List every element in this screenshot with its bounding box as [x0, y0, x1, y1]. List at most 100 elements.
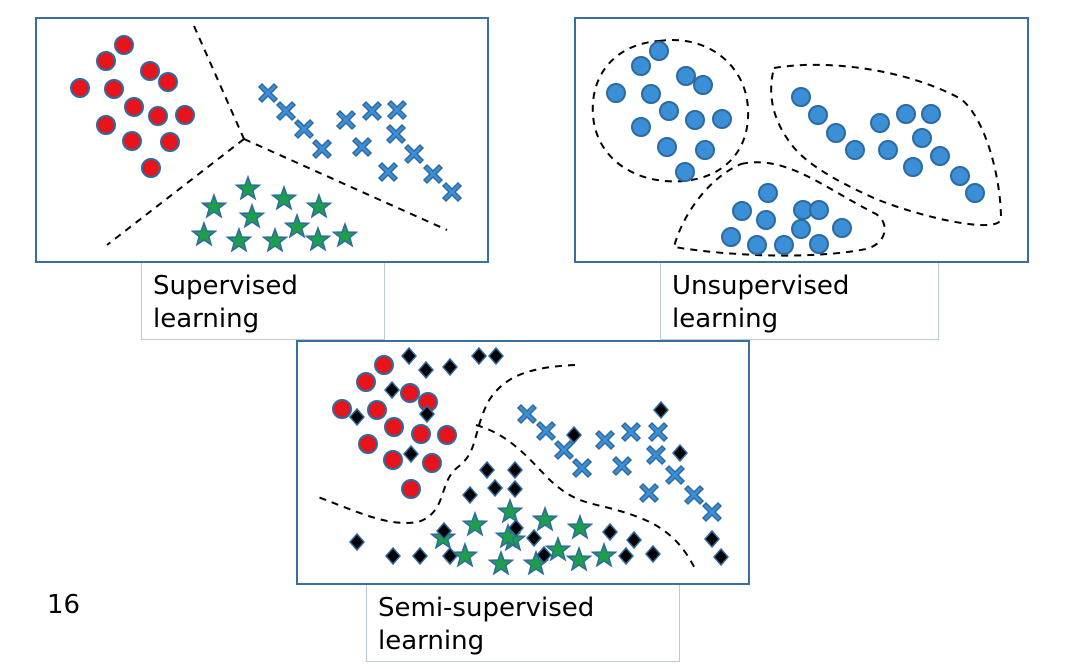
supervised-caption: Supervised learning: [141, 263, 385, 340]
red-point: [332, 399, 352, 419]
unlabeled-diamond-point: [412, 546, 428, 566]
red-point: [96, 115, 116, 135]
supervised-panel: [35, 17, 489, 263]
blue-point: [649, 41, 669, 61]
decision-boundary: [475, 424, 697, 571]
unlabeled-diamond-point: [401, 346, 417, 366]
blue-cross-point: [385, 123, 407, 145]
blue-cross-point: [553, 439, 575, 461]
supervised-caption-line1: Supervised: [153, 271, 298, 301]
red-point: [114, 35, 134, 55]
blue-cross-point: [361, 100, 383, 122]
red-point: [374, 355, 394, 375]
unlabeled-diamond-point: [436, 521, 452, 541]
blue-point: [657, 137, 677, 157]
green-star-point: [566, 513, 594, 540]
red-point: [367, 400, 387, 420]
unlabeled-diamond-point: [418, 360, 434, 380]
unlabeled-diamond-point: [419, 404, 435, 424]
blue-point: [832, 218, 852, 238]
unlabeled-diamond-point: [507, 479, 523, 499]
blue-cross-point: [664, 464, 686, 486]
blue-cross-point: [311, 138, 333, 160]
unlabeled-diamond-point: [349, 532, 365, 552]
red-point: [148, 106, 168, 126]
unlabeled-diamond-point: [602, 522, 618, 542]
blue-point: [791, 87, 811, 107]
blue-cross-point: [683, 484, 705, 506]
unlabeled-diamond-point: [487, 478, 503, 498]
blue-cross-point: [293, 118, 315, 140]
blue-point: [921, 104, 941, 124]
blue-cross-point: [594, 429, 616, 451]
unlabeled-diamond-point: [704, 529, 720, 549]
decision-boundary: [317, 364, 576, 524]
unlabeled-diamond-point: [508, 518, 524, 538]
decision-boundary: [193, 25, 245, 140]
blue-point: [774, 235, 794, 255]
blue-point: [808, 105, 828, 125]
red-point: [104, 79, 124, 99]
unlabeled-diamond-point: [479, 460, 495, 480]
blue-cross-point: [535, 420, 557, 442]
blue-point: [631, 56, 651, 76]
cluster-boundary: [770, 63, 1003, 227]
red-point: [70, 78, 90, 98]
red-point: [356, 372, 376, 392]
blue-point: [685, 110, 705, 130]
blue-point: [845, 140, 865, 160]
unlabeled-diamond-point: [645, 544, 661, 564]
semi-supervised-caption-line1: Semi-supervised: [378, 593, 595, 623]
unsupervised-caption-line2: learning: [672, 304, 779, 334]
blue-cross-point: [441, 181, 463, 203]
blue-cross-point: [611, 455, 633, 477]
unlabeled-diamond-point: [713, 547, 729, 567]
blue-cross-point: [403, 143, 425, 165]
unlabeled-diamond-point: [403, 444, 419, 464]
blue-cross-point: [377, 161, 399, 183]
green-star-point: [461, 510, 489, 537]
green-star-point: [234, 174, 262, 201]
unlabeled-diamond-point: [442, 357, 458, 377]
unsupervised-caption: Unsupervised learning: [660, 263, 939, 340]
green-star-point: [451, 541, 479, 568]
blue-point: [693, 75, 713, 95]
blue-point: [903, 157, 923, 177]
blue-point: [721, 227, 741, 247]
green-star-point: [261, 226, 289, 253]
decision-boundary: [243, 138, 448, 231]
blue-cross-point: [647, 421, 669, 443]
unsupervised-plot: [591, 39, 1003, 257]
green-star-point: [238, 202, 266, 229]
blue-cross-point: [257, 82, 279, 104]
semi-supervised-panel: [296, 340, 750, 585]
blue-point: [631, 117, 651, 137]
blue-point: [606, 83, 626, 103]
blue-point: [732, 201, 752, 221]
unlabeled-diamond-point: [488, 346, 504, 366]
unlabeled-diamond-point: [526, 528, 542, 548]
blue-point: [809, 234, 829, 254]
red-point: [384, 417, 404, 437]
green-star-point: [283, 212, 311, 239]
green-star-point: [270, 184, 298, 211]
semi-supervised-plot: [317, 346, 729, 576]
green-star-point: [305, 192, 333, 219]
blue-point: [791, 219, 811, 239]
supervised-plot: [70, 25, 463, 253]
unsupervised-caption-line1: Unsupervised: [672, 271, 850, 301]
blue-point: [641, 84, 661, 104]
red-point: [140, 61, 160, 81]
blue-point: [870, 113, 890, 133]
green-star-point: [531, 505, 559, 532]
blue-cross-point: [275, 100, 297, 122]
unlabeled-diamond-point: [626, 530, 642, 550]
red-point: [422, 453, 442, 473]
blue-point: [675, 162, 695, 182]
green-star-point: [496, 497, 524, 524]
red-point: [411, 424, 431, 444]
unlabeled-diamond-point: [672, 443, 688, 463]
blue-point: [878, 140, 898, 160]
blue-cross-point: [620, 421, 642, 443]
red-point: [158, 72, 178, 92]
